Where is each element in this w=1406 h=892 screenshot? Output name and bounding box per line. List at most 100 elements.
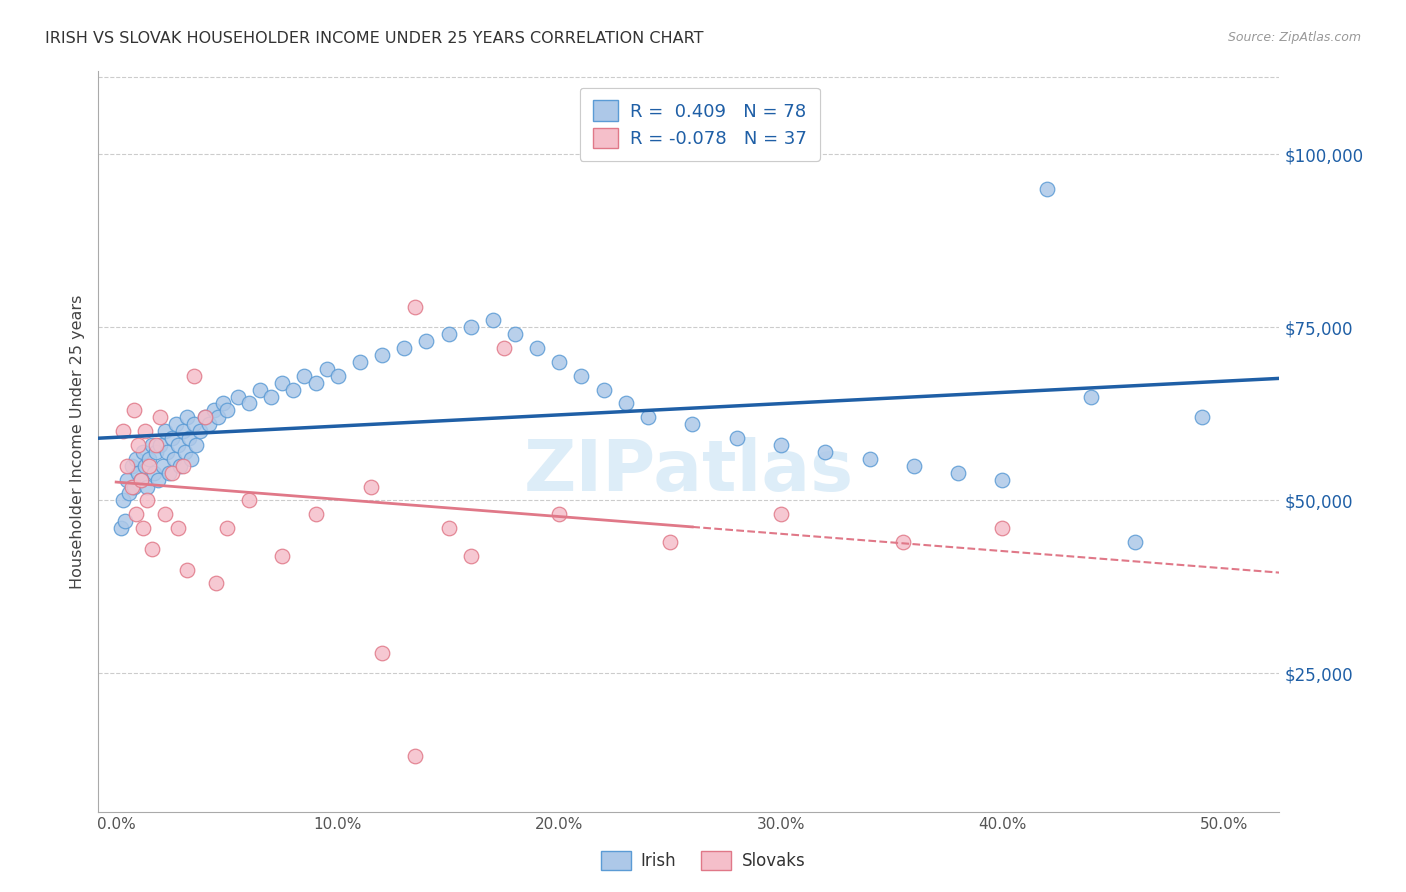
Point xyxy=(315,362,337,376)
Point xyxy=(260,390,283,404)
Point xyxy=(141,438,163,452)
Point xyxy=(238,396,260,410)
Point xyxy=(129,473,152,487)
Point xyxy=(183,417,205,432)
Point xyxy=(637,410,659,425)
Point xyxy=(437,327,460,342)
Point xyxy=(492,341,515,355)
Point xyxy=(132,445,155,459)
Point xyxy=(891,534,914,549)
Legend: R =  0.409   N = 78, R = -0.078   N = 37: R = 0.409 N = 78, R = -0.078 N = 37 xyxy=(579,87,820,161)
Point xyxy=(991,473,1014,487)
Point xyxy=(304,376,326,390)
Point xyxy=(526,341,548,355)
Point xyxy=(157,466,180,480)
Point xyxy=(437,521,460,535)
Y-axis label: Householder Income Under 25 years: Householder Income Under 25 years xyxy=(70,294,86,589)
Point xyxy=(169,458,191,473)
Point xyxy=(814,445,837,459)
Point xyxy=(134,458,156,473)
Point xyxy=(125,507,148,521)
Point xyxy=(153,507,176,521)
Point xyxy=(110,521,132,535)
Point xyxy=(121,458,143,473)
Point xyxy=(180,451,202,466)
Point xyxy=(349,355,371,369)
Point xyxy=(371,348,394,362)
Point xyxy=(152,458,174,473)
Point xyxy=(271,549,294,563)
Legend: Irish, Slovaks: Irish, Slovaks xyxy=(595,844,811,877)
Point xyxy=(138,451,160,466)
Point xyxy=(592,383,614,397)
Point xyxy=(142,466,165,480)
Point xyxy=(165,417,187,432)
Point xyxy=(138,458,160,473)
Point xyxy=(153,424,176,438)
Point xyxy=(271,376,294,390)
Point xyxy=(482,313,505,327)
Point xyxy=(238,493,260,508)
Point xyxy=(129,473,152,487)
Point xyxy=(127,466,149,480)
Point xyxy=(360,479,382,493)
Point xyxy=(614,396,637,410)
Point xyxy=(145,438,167,452)
Point xyxy=(211,396,233,410)
Point xyxy=(207,410,229,425)
Point xyxy=(1191,410,1213,425)
Point xyxy=(149,438,172,452)
Point xyxy=(122,403,145,417)
Point xyxy=(172,424,194,438)
Point xyxy=(205,576,228,591)
Point xyxy=(460,549,482,563)
Point xyxy=(659,534,682,549)
Point xyxy=(404,749,426,764)
Point xyxy=(132,521,155,535)
Point xyxy=(215,403,238,417)
Point xyxy=(946,466,969,480)
Point xyxy=(176,410,198,425)
Point xyxy=(163,451,186,466)
Point xyxy=(249,383,271,397)
Point xyxy=(125,451,148,466)
Text: ZIPatlas: ZIPatlas xyxy=(524,437,853,506)
Point xyxy=(118,486,141,500)
Text: IRISH VS SLOVAK HOUSEHOLDER INCOME UNDER 25 YEARS CORRELATION CHART: IRISH VS SLOVAK HOUSEHOLDER INCOME UNDER… xyxy=(45,31,703,46)
Point xyxy=(194,410,217,425)
Point xyxy=(283,383,305,397)
Point xyxy=(198,417,221,432)
Point xyxy=(176,563,198,577)
Point xyxy=(1080,390,1102,404)
Point xyxy=(371,646,394,660)
Point xyxy=(294,368,316,383)
Point xyxy=(991,521,1014,535)
Point xyxy=(172,458,194,473)
Point xyxy=(122,479,145,493)
Point xyxy=(571,368,593,383)
Point xyxy=(167,521,190,535)
Point xyxy=(1125,534,1147,549)
Point xyxy=(173,445,195,459)
Point xyxy=(1036,182,1059,196)
Point xyxy=(134,424,156,438)
Text: Source: ZipAtlas.com: Source: ZipAtlas.com xyxy=(1227,31,1361,45)
Point xyxy=(903,458,925,473)
Point xyxy=(194,410,217,425)
Point xyxy=(160,431,183,445)
Point xyxy=(304,507,326,521)
Point xyxy=(769,507,792,521)
Point xyxy=(121,479,143,493)
Point xyxy=(136,493,159,508)
Point xyxy=(681,417,703,432)
Point xyxy=(160,466,183,480)
Point xyxy=(188,424,211,438)
Point xyxy=(226,390,249,404)
Point xyxy=(392,341,415,355)
Point xyxy=(141,541,163,556)
Point xyxy=(548,355,571,369)
Point xyxy=(202,403,225,417)
Point xyxy=(179,431,201,445)
Point xyxy=(725,431,748,445)
Point xyxy=(156,445,179,459)
